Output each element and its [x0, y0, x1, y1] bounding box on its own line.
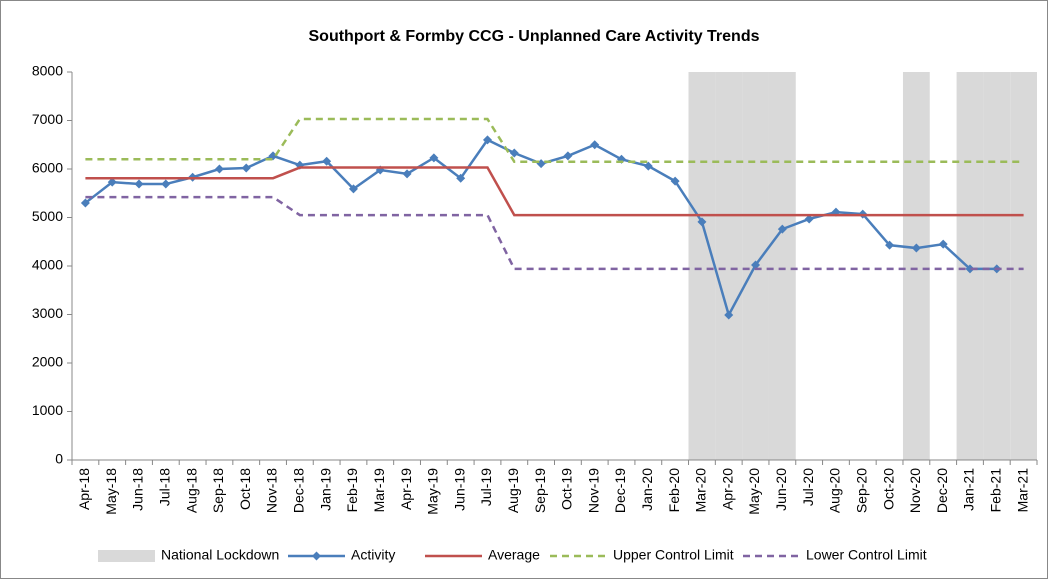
marker — [911, 243, 921, 253]
x-tick-label: Jul-19 — [478, 468, 494, 506]
x-tick-label: May-19 — [425, 468, 441, 515]
x-tick-label: Nov-20 — [907, 468, 923, 513]
series-line — [85, 117, 1024, 163]
x-tick-label: Oct-19 — [559, 468, 575, 510]
marker — [643, 161, 653, 171]
x-tick-label: Nov-19 — [585, 468, 601, 513]
y-tick-label: 7000 — [32, 111, 63, 127]
marker — [563, 151, 573, 161]
x-tick-label: May-18 — [103, 468, 119, 515]
lockdown-bar — [715, 72, 743, 460]
marker — [107, 177, 117, 187]
marker — [697, 217, 707, 227]
x-tick-label: Jan-19 — [317, 468, 333, 511]
x-tick-label: Oct-20 — [880, 468, 896, 510]
x-tick-label: Feb-20 — [666, 468, 682, 513]
x-tick-label: Sep-18 — [210, 468, 226, 513]
lockdown-bar — [688, 72, 716, 460]
marker — [670, 176, 680, 186]
marker — [402, 169, 412, 179]
marker — [429, 153, 439, 163]
x-tick-label: Dec-19 — [612, 468, 628, 513]
x-tick-label: May-20 — [746, 468, 762, 515]
marker — [161, 179, 171, 189]
marker — [965, 264, 975, 274]
series-line — [85, 166, 1024, 217]
y-tick-label: 1000 — [32, 402, 63, 418]
marker — [214, 164, 224, 174]
chart-title: Southport & Formby CCG - Unplanned Care … — [309, 28, 760, 45]
series-line — [85, 195, 1024, 271]
x-tick-label: Jul-20 — [800, 468, 816, 506]
x-tick-label: Jun-20 — [773, 468, 789, 511]
marker — [777, 224, 787, 234]
marker — [348, 184, 358, 194]
marker — [482, 135, 492, 145]
marker — [938, 239, 948, 249]
x-tick-label: Apr-19 — [398, 468, 414, 510]
lockdown-bar — [768, 72, 796, 460]
marker — [241, 163, 251, 173]
legend-swatch — [98, 550, 155, 562]
x-tick-label: Apr-18 — [76, 468, 92, 510]
x-tick-label: Mar-21 — [1014, 468, 1030, 513]
legend-marker — [312, 551, 321, 561]
x-tick-label: Aug-19 — [505, 468, 521, 513]
marker — [751, 260, 761, 270]
legend-label: Average — [488, 547, 540, 563]
x-tick-label: Feb-19 — [344, 468, 360, 513]
marker — [590, 140, 600, 150]
x-tick-label: Feb-21 — [987, 468, 1003, 513]
marker — [456, 173, 466, 183]
marker — [724, 310, 734, 320]
legend-label: Lower Control Limit — [806, 547, 927, 563]
y-tick-label: 8000 — [32, 63, 63, 79]
marker — [804, 214, 814, 224]
x-tick-label: Dec-20 — [934, 468, 950, 513]
x-tick-label: Mar-20 — [693, 468, 709, 513]
y-tick-label: 0 — [55, 451, 63, 467]
y-tick-label: 6000 — [32, 160, 63, 176]
marker — [509, 148, 519, 158]
lockdown-bar — [902, 72, 930, 460]
x-tick-label: Nov-18 — [264, 468, 280, 513]
marker — [322, 156, 332, 166]
x-tick-label: Aug-18 — [183, 468, 199, 513]
marker — [885, 240, 895, 250]
x-tick-label: Sep-19 — [532, 468, 548, 513]
x-tick-label: Dec-18 — [291, 468, 307, 513]
x-tick-label: Jun-18 — [130, 468, 146, 511]
y-tick-label: 4000 — [32, 257, 63, 273]
marker — [134, 179, 144, 189]
x-tick-label: Sep-20 — [853, 468, 869, 513]
x-tick-label: Jul-18 — [157, 468, 173, 506]
y-tick-label: 3000 — [32, 305, 63, 321]
x-tick-label: Aug-20 — [827, 468, 843, 513]
x-tick-label: Jun-19 — [451, 468, 467, 511]
lockdown-bar — [1010, 72, 1037, 460]
y-tick-label: 2000 — [32, 354, 63, 370]
legend-label: Activity — [351, 547, 395, 563]
y-tick-label: 5000 — [32, 208, 63, 224]
legend-label: Upper Control Limit — [613, 547, 734, 563]
marker — [80, 198, 90, 208]
x-tick-label: Oct-18 — [237, 468, 253, 510]
x-tick-label: Mar-19 — [371, 468, 387, 513]
x-tick-label: Apr-20 — [719, 468, 735, 510]
x-tick-label: Jan-21 — [961, 468, 977, 511]
legend-label: National Lockdown — [161, 547, 279, 563]
x-tick-label: Jan-20 — [639, 468, 655, 511]
